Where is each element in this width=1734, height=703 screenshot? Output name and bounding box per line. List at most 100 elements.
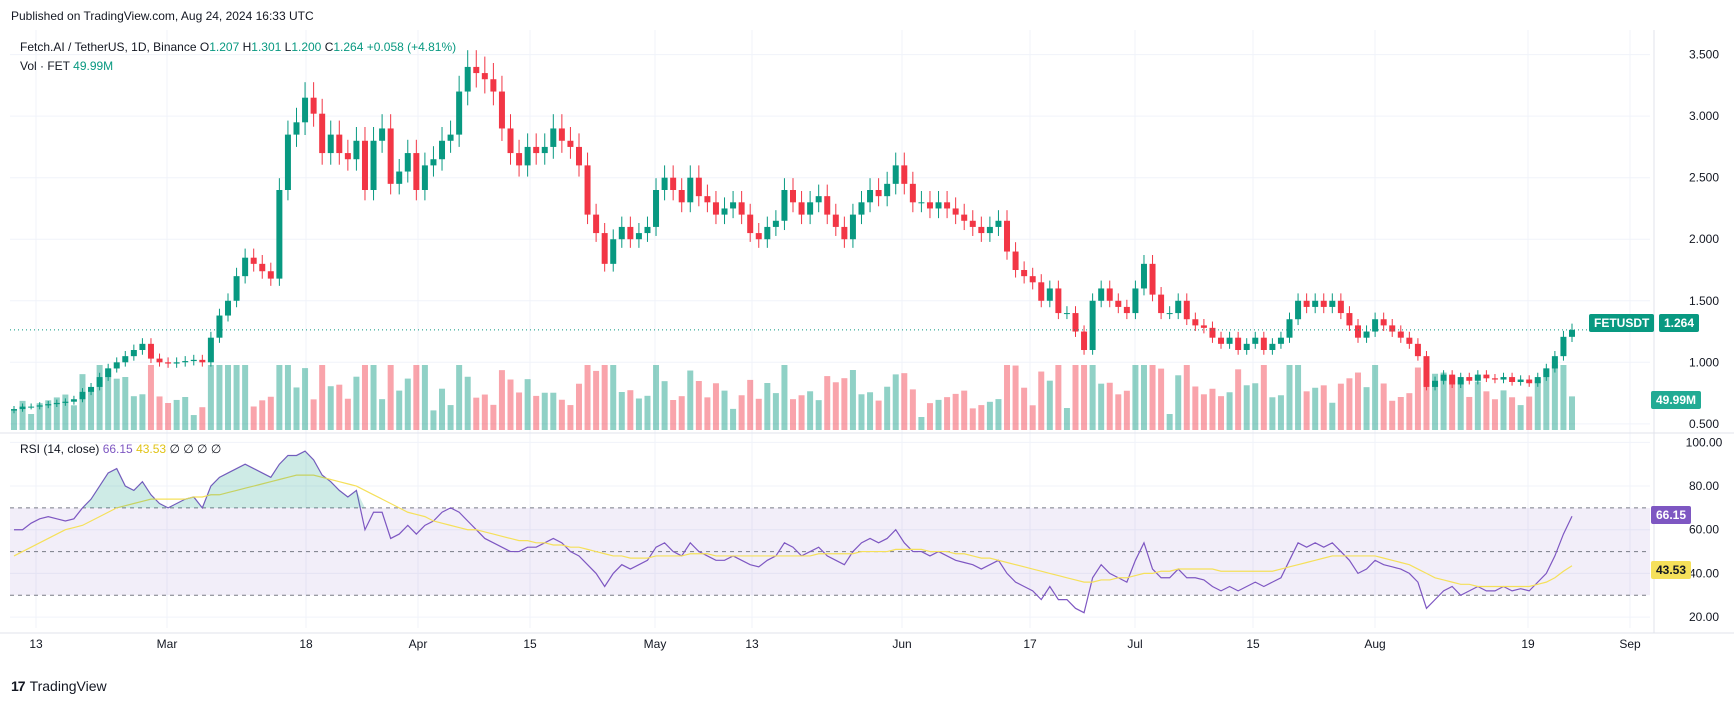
volume-bar-17 xyxy=(156,396,163,430)
candle-body-177 xyxy=(1526,379,1533,384)
candle-body-95 xyxy=(824,196,831,215)
price-badge: 1.264 xyxy=(1659,314,1700,332)
volume-bar-54 xyxy=(473,397,480,430)
volume-bar-7 xyxy=(70,405,77,430)
rsi-ma-line xyxy=(13,474,1573,588)
candle-body-176 xyxy=(1517,379,1524,382)
volume-legend[interactable]: Vol · FET 49.99M xyxy=(20,59,113,73)
candle-body-30 xyxy=(267,271,274,279)
volume-bar-100 xyxy=(867,392,874,430)
candle-body-159 xyxy=(1372,319,1379,332)
volume-bar-35 xyxy=(310,399,317,430)
volume-bar-93 xyxy=(807,391,814,430)
candle-body-145 xyxy=(1252,337,1259,344)
candle-body-135 xyxy=(1166,313,1173,315)
candle-body-66 xyxy=(575,146,582,166)
rsi-legend[interactable]: RSI (14, close) 66.15 43.53 ∅ ∅ ∅ ∅ xyxy=(20,442,221,456)
volume-bar-117 xyxy=(1012,365,1019,430)
candle-body-73 xyxy=(635,233,642,240)
tradingview-logo[interactable]: 17 TradingView xyxy=(11,678,107,694)
candle-body-10 xyxy=(96,377,103,387)
volume-label[interactable]: Vol · FET xyxy=(20,59,70,73)
rsi-extra-2: ∅ xyxy=(183,442,194,456)
candle-body-41 xyxy=(361,140,368,190)
candle-body-83 xyxy=(721,208,728,215)
candle-body-105 xyxy=(909,183,916,203)
volume-bar-75 xyxy=(653,365,660,430)
rsi-ma-badge-value: 43.53 xyxy=(1656,563,1687,577)
volume-bar-164 xyxy=(1414,367,1421,430)
volume-bar-86 xyxy=(747,379,754,430)
candle-body-149 xyxy=(1286,319,1293,338)
candle-body-182 xyxy=(1569,329,1575,337)
candle-body-104 xyxy=(901,165,908,184)
symbol-legend[interactable]: Fetch.AI / TetherUS, 1D, Binance O1.207 … xyxy=(20,40,456,54)
volume-bar-71 xyxy=(618,392,625,430)
volume-bar-124 xyxy=(1072,365,1079,430)
candle-body-40 xyxy=(353,140,360,160)
candle-body-38 xyxy=(336,134,343,154)
volume-bar-127 xyxy=(1098,383,1105,430)
rsi-label[interactable]: RSI (14, close) xyxy=(20,442,100,456)
candle-body-60 xyxy=(524,146,531,166)
volume-bar-22 xyxy=(199,407,206,430)
volume-bar-142 xyxy=(1226,392,1233,430)
candle-body-91 xyxy=(790,190,796,203)
volume-bar-20 xyxy=(182,397,189,430)
volume-bar-141 xyxy=(1218,396,1225,430)
volume-bar-62 xyxy=(541,392,548,430)
rsi-line xyxy=(14,450,1573,614)
candle-body-142 xyxy=(1226,337,1233,344)
candle-body-20 xyxy=(182,361,189,363)
volume-bar-136 xyxy=(1175,375,1182,430)
volume-value: 49.99M xyxy=(73,59,114,73)
ticker-badge: FETUSDT xyxy=(1589,314,1655,332)
price-tick-1: 3.000 xyxy=(1689,109,1719,123)
volume-bar-133 xyxy=(1149,365,1156,430)
volume-bar-90 xyxy=(781,365,788,430)
candle-body-152 xyxy=(1312,300,1319,307)
volume-bar-125 xyxy=(1081,365,1088,430)
candle-body-110 xyxy=(952,208,959,215)
candle-body-50 xyxy=(439,140,446,160)
rsi-badge-value: 66.15 xyxy=(1656,508,1687,522)
volume-bar-131 xyxy=(1132,365,1139,430)
candle-body-166 xyxy=(1432,380,1439,387)
volume-bar-140 xyxy=(1209,388,1216,430)
time-tick-6: 13 xyxy=(745,637,759,651)
published-caption: Published on TradingView.com, Aug 24, 20… xyxy=(11,9,314,23)
volume-bar-160 xyxy=(1380,383,1387,430)
price-tick-0: 3.500 xyxy=(1689,48,1719,62)
candle-body-82 xyxy=(712,202,719,215)
candle-body-180 xyxy=(1551,356,1558,369)
candle-body-148 xyxy=(1277,337,1284,344)
candle-body-161 xyxy=(1389,325,1396,332)
volume-bar-9 xyxy=(88,387,95,430)
candle-body-11 xyxy=(105,368,112,378)
candle-body-47 xyxy=(413,153,420,190)
candle-body-158 xyxy=(1363,331,1370,338)
rsi-tick-4: 20.00 xyxy=(1689,610,1719,624)
volume-bar-151 xyxy=(1303,391,1310,430)
volume-bar-91 xyxy=(790,399,796,430)
candle-body-37 xyxy=(327,134,334,154)
candle-body-101 xyxy=(875,190,882,197)
volume-bar-77 xyxy=(670,400,677,430)
volume-bar-99 xyxy=(858,394,865,430)
candle-body-31 xyxy=(276,190,283,279)
candle-body-164 xyxy=(1414,343,1421,357)
volume-bar-58 xyxy=(507,379,514,430)
time-tick-13: Sep xyxy=(1619,637,1641,651)
volume-bar-138 xyxy=(1192,386,1199,430)
candle-body-44 xyxy=(387,128,394,184)
symbol-name[interactable]: Fetch.AI / TetherUS, 1D, Binance xyxy=(20,40,197,54)
volume-bar-38 xyxy=(336,384,343,430)
volume-bar-63 xyxy=(550,392,557,430)
volume-bar-25 xyxy=(225,365,232,430)
candle-body-89 xyxy=(772,220,779,227)
candle-body-8 xyxy=(79,391,86,400)
candle-body-138 xyxy=(1192,319,1199,326)
candle-body-113 xyxy=(978,226,985,234)
candle-body-7 xyxy=(70,399,77,402)
